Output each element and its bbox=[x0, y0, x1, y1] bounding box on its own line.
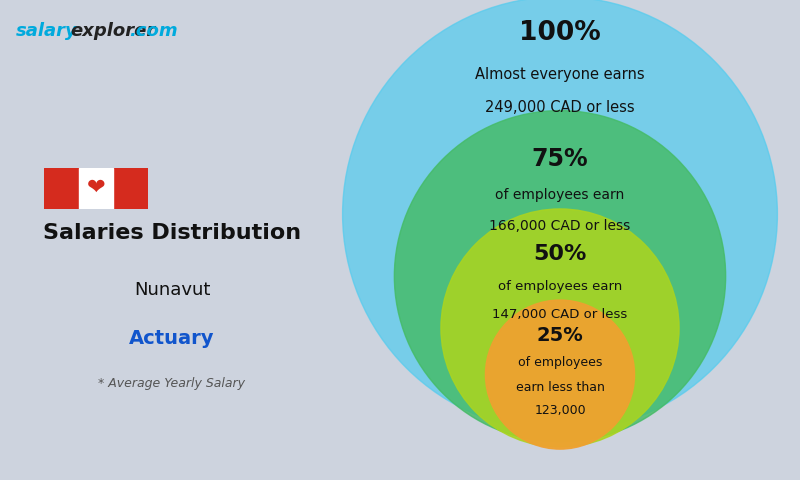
Text: of employees earn: of employees earn bbox=[498, 280, 622, 293]
Text: 166,000 CAD or less: 166,000 CAD or less bbox=[490, 218, 630, 232]
Text: 147,000 CAD or less: 147,000 CAD or less bbox=[492, 308, 628, 321]
Text: * Average Yearly Salary: * Average Yearly Salary bbox=[98, 377, 246, 390]
Circle shape bbox=[342, 0, 778, 432]
Text: explorer: explorer bbox=[70, 22, 156, 40]
Text: 75%: 75% bbox=[532, 147, 588, 171]
Text: 100%: 100% bbox=[519, 20, 601, 46]
Bar bbox=[78, 168, 114, 209]
Bar bbox=[114, 168, 148, 209]
Text: of employees: of employees bbox=[518, 356, 602, 369]
Text: Actuary: Actuary bbox=[130, 329, 214, 348]
Text: Almost everyone earns: Almost everyone earns bbox=[475, 67, 645, 82]
Circle shape bbox=[486, 300, 634, 449]
Text: ❤: ❤ bbox=[86, 178, 106, 197]
Text: 123,000: 123,000 bbox=[534, 404, 586, 417]
Text: earn less than: earn less than bbox=[515, 381, 605, 394]
Text: 249,000 CAD or less: 249,000 CAD or less bbox=[485, 100, 635, 115]
Bar bbox=[44, 168, 78, 209]
Text: Salaries Distribution: Salaries Distribution bbox=[43, 223, 301, 243]
Text: .com: .com bbox=[129, 22, 178, 40]
Text: of employees earn: of employees earn bbox=[495, 189, 625, 203]
Text: 25%: 25% bbox=[537, 326, 583, 345]
Text: 50%: 50% bbox=[534, 244, 586, 264]
Circle shape bbox=[441, 209, 679, 447]
Circle shape bbox=[394, 110, 726, 442]
Text: salary: salary bbox=[16, 22, 78, 40]
Text: Nunavut: Nunavut bbox=[134, 281, 210, 299]
